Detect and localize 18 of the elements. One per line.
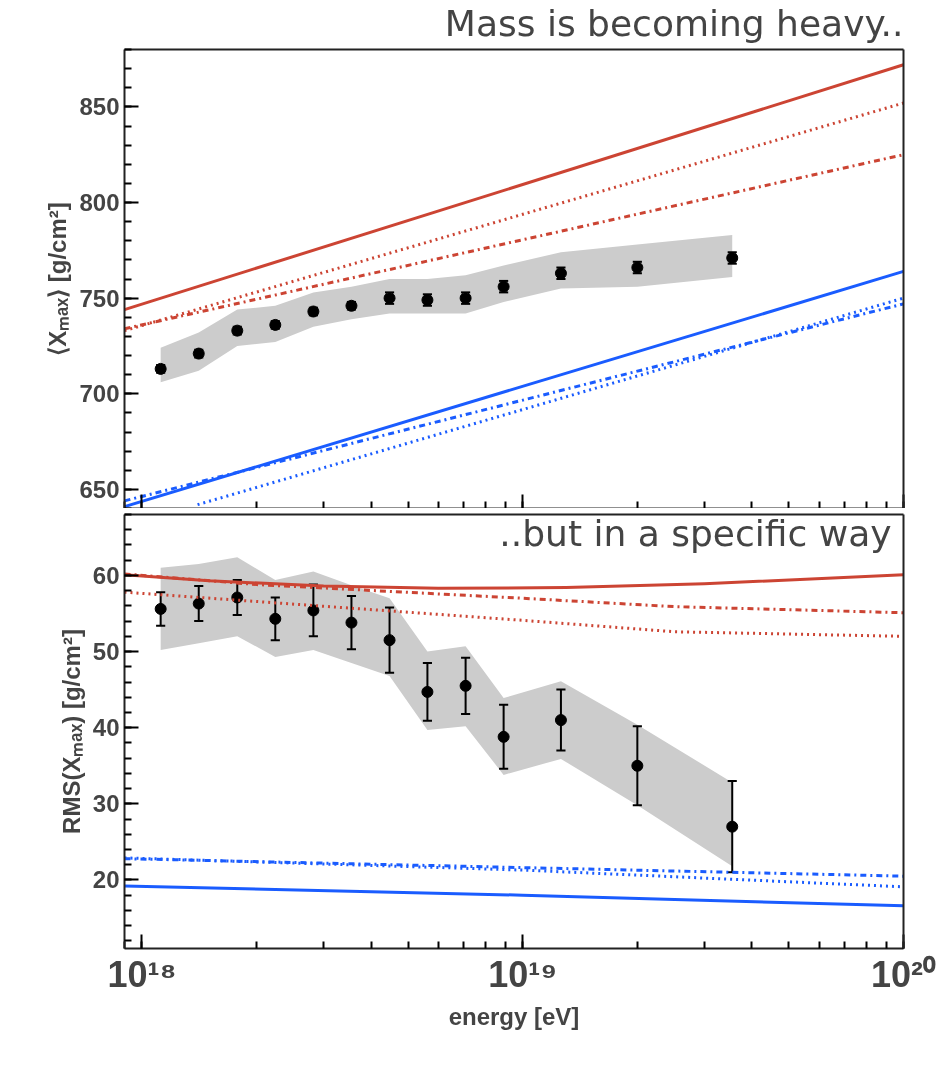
y-tick-label: 60 [92,561,120,589]
y-tick-label: 40 [92,714,120,742]
y-tick-label: 850 [79,93,120,121]
y-tick-label: 50 [92,638,120,666]
y-tick-label: 20 [92,866,120,894]
y-tick-label: 750 [79,284,120,312]
y-tick-label: 800 [79,189,120,216]
x-axis-title: energy [eV] [448,1002,580,1030]
y-tick-label: 30 [92,790,120,818]
y-tick-label: 700 [79,380,120,408]
x-tick-label: 10¹⁹ [488,953,558,995]
y-axis-title: ⟨Xₘₐₓ⟩ [g/cm²] [44,202,72,356]
x-tick-label: 10²⁰ [870,953,937,995]
y-tick-label: 650 [79,475,120,503]
y-axis-title: RMS(Xₘₐₓ) [g/cm²] [57,629,85,834]
chart-title: Mass is becoming heavy.. [444,2,904,44]
x-tick-label: 10¹⁸ [107,953,177,995]
annotation: ..but in a specific way [499,512,892,554]
